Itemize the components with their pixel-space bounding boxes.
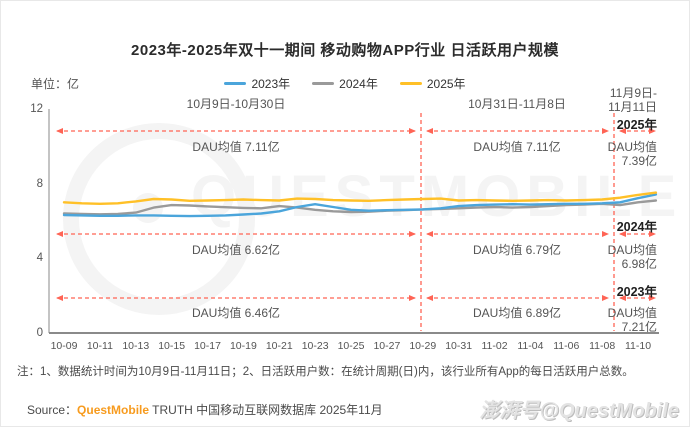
dau-2023-period2: DAU均值 6.89亿 [472, 306, 562, 320]
year-label-2024: 2024年 [616, 220, 657, 234]
dau-2025-period2: DAU均值 7.11亿 [473, 140, 561, 154]
x-axis-label: 10-25 [337, 340, 365, 352]
x-axis-label: 11-06 [553, 340, 580, 352]
x-axis-label: 10-31 [445, 340, 473, 352]
source-line: Source：QuestMobile TRUTH 中国移动互联网数据库 2025… [27, 401, 383, 418]
chart-legend: 2023年 2024年 2025年 [1, 75, 689, 92]
legend-label-2025: 2025年 [426, 77, 466, 91]
x-axis-label: 11-10 [624, 340, 652, 352]
y-tick-4: 4 [36, 252, 43, 264]
legend-label-2023: 2023年 [251, 77, 291, 91]
source-prefix: Source： [27, 403, 78, 417]
dau-2025-period3-label: DAU均值 [607, 140, 657, 154]
dau-2024-period1: DAU均值 6.62亿 [191, 243, 281, 257]
y-tick-0: 0 [36, 327, 43, 339]
watermark-corner: 澎湃号@QuestMobile [479, 400, 679, 422]
x-axis-label: 11-02 [481, 340, 508, 352]
year-label-2023: 2023年 [616, 285, 657, 299]
unit-label: 单位：亿 [31, 77, 80, 91]
year-label-2025: 2025年 [616, 118, 657, 132]
period-3-range-line2: 11月11日 [608, 100, 657, 114]
dau-2024-period2: DAU均值 6.79亿 [472, 243, 562, 257]
x-axis-label: 10-29 [409, 340, 437, 352]
series-lines [62, 191, 658, 218]
dau-2025-period3-value: 7.39亿 [621, 154, 657, 168]
x-axis-labels: 10-09 10-11 10-13 10-15 10-17 10-19 10-21 10-23… [1, 340, 689, 354]
period-2-range: 10月31日-11月8日 [468, 97, 566, 111]
source-brand: QuestMobile [77, 403, 150, 417]
legend-item-2024: 2024年 [312, 75, 378, 92]
dau-2023-period3-label: DAU均值 [607, 306, 657, 320]
x-axis-label: 10-23 [301, 340, 329, 352]
note-text: 注：1、数据统计时间为10月9日-11月11日；2、日活跃用户数：在统计周期(日… [17, 366, 634, 378]
x-axis-label: 10-27 [373, 340, 401, 352]
x-axis-label: 11-04 [517, 340, 544, 352]
y-tick-12: 12 [30, 103, 43, 115]
x-axis-label: 10-09 [50, 340, 78, 352]
x-axis-label: 10-21 [265, 340, 293, 352]
legend-swatch-2025 [399, 82, 422, 85]
dau-2024-period3-value: 6.98亿 [621, 257, 657, 271]
legend-swatch-2024 [312, 82, 335, 85]
dau-2024-period3-label: DAU均值 [607, 243, 657, 257]
x-axis-label: 10-17 [194, 340, 221, 352]
legend-label-2024: 2024年 [339, 77, 378, 91]
x-axis-label: 10-13 [122, 340, 150, 352]
x-axis-label: 11-08 [589, 340, 616, 352]
series-line-2025年 [62, 191, 658, 206]
x-axis-label: 10-15 [158, 340, 186, 352]
legend-swatch-2023 [224, 82, 247, 85]
source-rest: TRUTH 中国移动互联网数据库 2025年11月 [149, 403, 383, 417]
period-3-range-line1: 11月9日- [609, 86, 657, 100]
dau-2025-period1: DAU均值 7.11亿 [192, 140, 280, 154]
x-axis-label: 10-11 [86, 340, 113, 352]
legend-item-2023: 2023年 [224, 75, 290, 92]
period-1-range: 10月9日-10月30日 [186, 97, 286, 111]
watermark-background-text: QUESTMOBILE [191, 164, 683, 229]
dau-2023-period3-value: 7.21亿 [621, 320, 657, 334]
x-axis-label: 10-19 [229, 340, 257, 352]
legend-item-2025: 2025年 [399, 75, 466, 92]
series-line-2023年 [62, 193, 658, 218]
page-title: 2023年-2025年双十一期间 移动购物APP行业 日活跃用户规模 [131, 42, 559, 59]
series-line-2024年 [62, 199, 658, 216]
y-tick-8: 8 [36, 178, 43, 190]
dau-2023-period1: DAU均值 6.46亿 [191, 306, 281, 320]
